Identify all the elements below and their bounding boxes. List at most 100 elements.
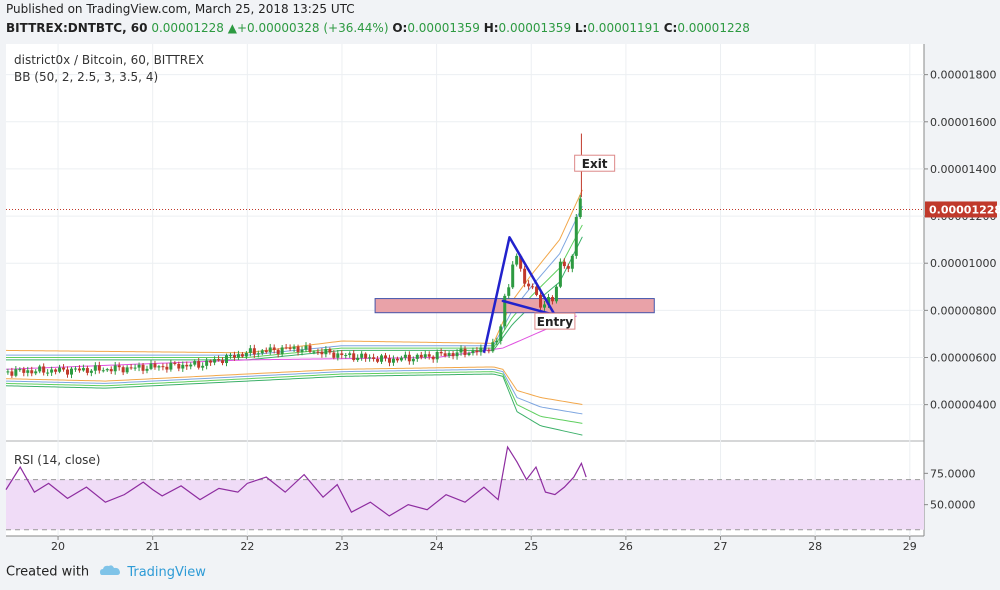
time-tick-label: 29 [903,540,917,553]
candle-body [10,371,14,376]
candle-body [232,355,236,358]
entry-label: Entry [537,315,573,329]
candle-body [499,326,503,341]
candle-body [165,366,169,370]
candle-body [129,367,133,369]
candle-body [38,366,42,372]
candle-body [519,255,523,269]
candle-body [280,347,284,354]
open-value: 0.00001359 [407,21,480,35]
rsi-indicator [5,445,924,531]
tradingview-cloud-icon[interactable] [99,564,121,580]
candle-body [50,369,54,373]
last-price-tag-label: 0.00001228 [929,203,1000,216]
candle-body [463,348,467,356]
candle-body [380,355,384,362]
candle-body [93,365,97,371]
candle-body [300,349,304,352]
annotation-labels: Exit Entry [534,154,616,330]
time-tick-label: 28 [808,540,822,553]
candle-body [97,365,101,371]
tradingview-link[interactable]: TradingView [127,564,206,580]
candle-body [471,350,475,354]
low-label: L: [574,21,588,35]
bb-legend[interactable]: BB (50, 2, 2.5, 3, 3.5, 4) [14,70,158,84]
symbol-name[interactable]: BITTREX:DNTBTC, 60 [6,21,148,35]
last-price-tag [925,201,997,218]
candle-body [487,350,491,352]
candle-body [344,355,348,357]
entry-zone-layer [6,208,924,314]
candle-body [574,217,578,256]
candle-body [332,352,336,358]
time-tick-label: 21 [146,540,160,553]
candle-body [173,362,177,364]
candle-body [328,349,332,353]
candle-body [228,355,232,357]
bollinger-lower-band [5,366,583,405]
candle-body [85,368,89,373]
candle-body [312,351,316,353]
bollinger-lower-band [5,371,583,424]
candle-body [423,354,427,358]
candle-body [320,351,324,355]
candle-body [467,353,471,356]
candle-body [137,364,141,368]
candle-body [225,355,229,364]
candle-body [109,369,113,372]
candle-body [304,345,308,350]
candle-body [42,366,46,373]
exit-label-box [574,154,616,172]
candle-body [209,360,213,363]
chart-legend-title[interactable]: district0x / Bitcoin, 60, BITTREX [14,53,204,67]
candles [6,133,582,379]
candle-body [352,353,356,361]
time-tick-label: 23 [335,540,349,553]
candle-body [141,364,145,371]
candle-body [376,359,380,362]
candle-body [495,340,499,343]
price-tick-label: 0.00000800 [930,304,996,317]
candle-body [511,264,515,288]
candle-body [542,304,546,308]
candle-body [387,358,391,363]
candle-body [439,351,443,354]
candle-body [503,295,507,327]
candle-body [69,368,73,375]
candle-body [479,347,483,353]
candle-body [292,346,296,349]
symbol-info-bar: BITTREX:DNTBTC, 60 0.00001228 ▲+0.000003… [6,21,750,35]
time-tick-label: 25 [524,540,538,553]
candle-body [153,363,157,368]
footer: Created with TradingView [6,564,206,580]
candle-body [268,347,272,353]
candle-body [531,286,535,288]
price-change: +0.00000328 (+36.44%) [236,21,389,35]
candle-body [384,355,388,359]
candle-body [169,362,173,370]
candle-body [66,369,70,375]
rsi-legend[interactable]: RSI (14, close) [14,453,100,467]
candle-body [217,359,221,361]
candle-body [399,357,403,361]
open-label: O: [392,21,408,35]
rsi-tick-label: 75.0000 [930,467,976,480]
candle-body [296,346,300,352]
candle-body [451,353,455,357]
bollinger-lower-band [5,368,583,415]
candle-body [22,369,26,373]
candle-body [491,342,495,352]
candle-body [368,357,372,359]
candle-body [149,363,153,369]
candle-body [89,370,93,373]
price-tick-label: 0.00001000 [930,257,996,270]
high-label: H: [483,21,499,35]
candle-body [372,357,376,360]
candle-body [562,261,566,267]
candle-body [125,367,129,373]
candle-body [288,347,292,349]
price-tick-label: 0.00001400 [930,163,996,176]
candle-body [185,364,189,367]
main-pane-background [6,44,924,440]
